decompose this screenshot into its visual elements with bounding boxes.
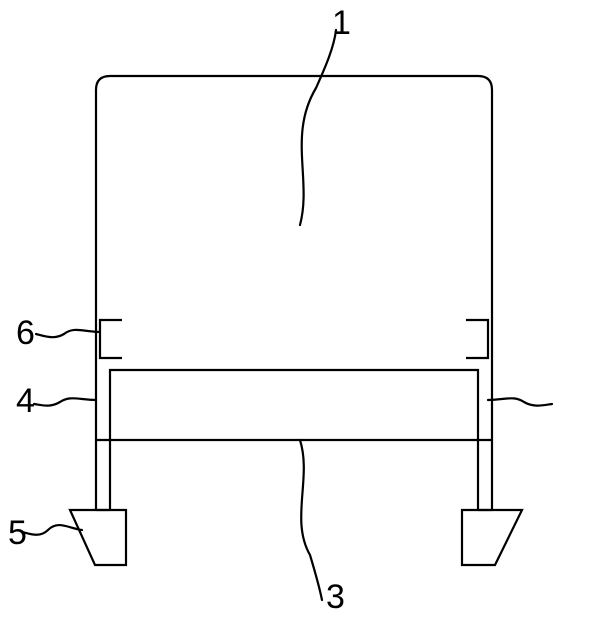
side-tab-right	[466, 320, 488, 358]
label-6: 6	[16, 314, 35, 352]
label-3: 3	[326, 578, 345, 616]
inner-rectangle	[96, 440, 492, 510]
leader-lr	[488, 398, 552, 405]
side-tabs	[100, 320, 488, 358]
leader-l1	[300, 30, 336, 225]
leader-l3	[300, 440, 322, 600]
label-4: 4	[16, 382, 35, 420]
foot-right	[462, 510, 522, 565]
label-5: 5	[8, 514, 27, 552]
side-tab-left	[100, 320, 122, 358]
leader-lines	[22, 30, 552, 600]
leader-l6	[36, 330, 100, 337]
feet	[70, 510, 522, 565]
technical-diagram: 1 3 4 5 6	[0, 0, 595, 621]
main-body-outline	[96, 76, 492, 510]
body-outline	[96, 76, 492, 510]
leader-l4	[34, 398, 96, 405]
label-1: 1	[332, 4, 351, 42]
foot-left	[70, 510, 126, 565]
leader-l5	[22, 525, 82, 535]
